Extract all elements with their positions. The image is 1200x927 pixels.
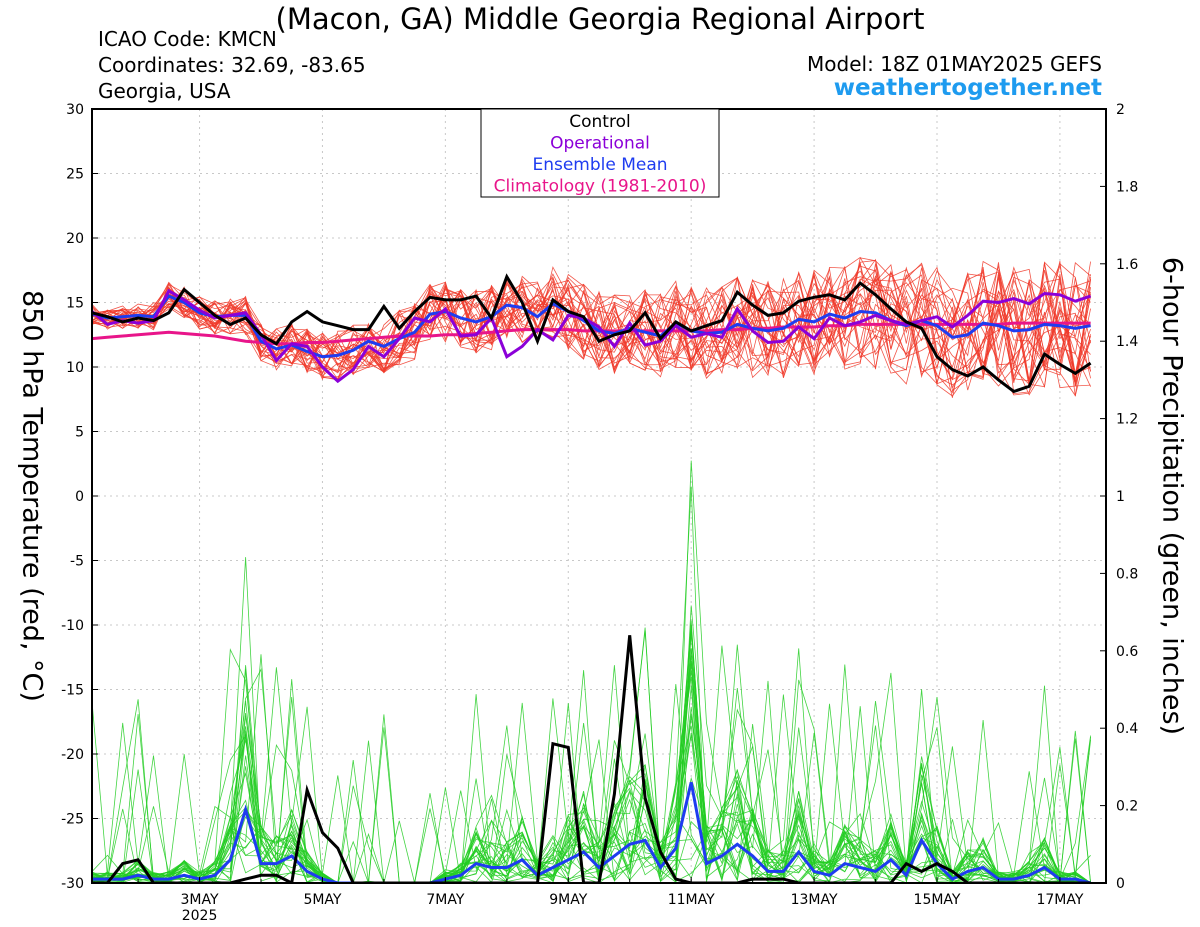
legend-entry: Climatology (1981-2010)	[494, 177, 707, 197]
x-tick-label: 5MAY	[303, 892, 341, 908]
control-precipitation-line	[92, 635, 1091, 883]
y-tick-label: -20	[61, 747, 84, 763]
temperature-member-line	[92, 260, 1091, 366]
region: Georgia, USA	[98, 79, 231, 103]
legend-entry: Control	[569, 112, 630, 132]
y2-tick-label: 0.6	[1116, 644, 1138, 660]
y-tick-label: 25	[66, 167, 84, 183]
chart-title: (Macon, GA) Middle Georgia Regional Airp…	[275, 2, 925, 36]
y-tick-label: 10	[66, 360, 84, 376]
model-run: Model: 18Z 01MAY2025 GEFS	[807, 52, 1102, 76]
y2-tick-label: 0.8	[1116, 566, 1138, 582]
x-tick-label: 13MAY	[791, 892, 838, 908]
precipitation-member-line	[92, 713, 1091, 883]
temperature-member-line	[92, 261, 1091, 387]
x-tick-year-label: 2025	[182, 908, 218, 924]
y-tick-label: -15	[61, 683, 84, 699]
precipitation-member-line	[92, 557, 1091, 883]
legend-entry: Operational	[550, 134, 650, 154]
precipitation-member-line	[92, 633, 1091, 883]
y2-tick-label: 1.4	[1116, 334, 1138, 350]
precipitation-member-line	[92, 605, 1091, 883]
legend-box	[480, 108, 720, 198]
y-tick-label: 5	[75, 425, 84, 441]
temperature-member-line	[92, 258, 1091, 381]
y2-tick-label: 1.8	[1116, 179, 1138, 195]
brand-link[interactable]: weathertogether.net	[833, 75, 1102, 101]
y-tick-label: -30	[61, 876, 84, 892]
coordinates: Coordinates: 32.69, -83.65	[98, 53, 366, 77]
y2-tick-label: 1.6	[1116, 257, 1138, 273]
x-tick-label: 15MAY	[914, 892, 961, 908]
station-info: ICAO Code: KMCN Coordinates: 32.69, -83.…	[98, 26, 366, 104]
y-axis-label-temperature: 850 hPa Temperature (red, °C)	[16, 290, 48, 702]
icao-code: ICAO Code: KMCN	[98, 27, 277, 51]
temperature-member-line	[92, 261, 1091, 387]
y-tick-label: -5	[70, 554, 84, 570]
y2-tick-label: 2	[1116, 102, 1125, 118]
x-tick-label: 3MAY	[181, 892, 219, 908]
ensemble-mean-precipitation-line	[92, 782, 1091, 883]
y2-tick-label: 0	[1116, 876, 1125, 892]
y2-tick-label: 0.4	[1116, 721, 1138, 737]
y2-tick-label: 1.2	[1116, 412, 1138, 428]
y-tick-label: 15	[66, 296, 84, 312]
y2-tick-label: 0.2	[1116, 799, 1138, 815]
main-series	[92, 273, 1092, 883]
precipitation-member-line	[92, 727, 1091, 883]
temperature-member-line	[92, 264, 1091, 381]
y-tick-label: -10	[61, 618, 84, 634]
y-tick-label: 0	[75, 489, 84, 505]
x-tick-label: 9MAY	[549, 892, 587, 908]
y-axis-label-precipitation: 6-hour Precipitation (green, inches)	[1156, 256, 1188, 736]
y-tick-label: 20	[66, 231, 84, 247]
x-tick-label: 11MAY	[668, 892, 715, 908]
x-tick-label: 7MAY	[426, 892, 464, 908]
precipitation-member-line	[92, 627, 1091, 883]
x-tick-label: 17MAY	[1036, 892, 1083, 908]
y-tick-label: -25	[61, 812, 84, 828]
control-temperature-line	[92, 273, 1092, 394]
temperature-member-line	[92, 260, 1091, 397]
precipitation-member-line	[92, 686, 1091, 883]
precipitation-member-line	[92, 629, 1091, 883]
precipitation-member-line	[92, 460, 1091, 883]
y-tick-label: 30	[66, 102, 84, 118]
legend-entry: Ensemble Mean	[532, 155, 667, 175]
y2-tick-label: 1	[1116, 489, 1125, 505]
